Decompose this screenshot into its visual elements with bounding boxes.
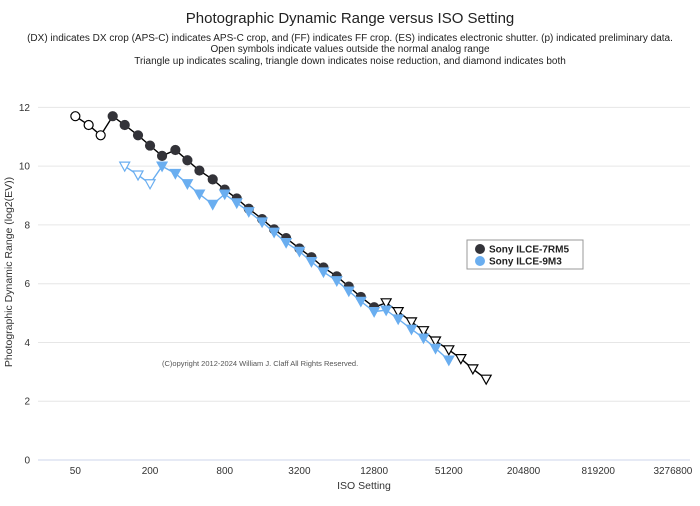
data-point[interactable] <box>342 286 355 298</box>
data-point[interactable] <box>256 217 269 229</box>
data-point[interactable] <box>480 374 493 386</box>
y-tick-label: 8 <box>24 220 30 231</box>
data-point[interactable] <box>156 161 169 173</box>
data-point[interactable] <box>368 307 381 318</box>
y-axis-title: Photographic Dynamic Range (log2(EV)) <box>3 177 15 367</box>
y-tick-label: 0 <box>24 456 30 467</box>
data-point[interactable] <box>207 174 218 185</box>
data-point[interactable] <box>317 267 330 279</box>
series-ilce-7rm5 <box>70 111 493 386</box>
data-point[interactable] <box>380 298 393 310</box>
y-tick-label: 4 <box>24 338 30 349</box>
data-point[interactable] <box>206 199 219 211</box>
data-point[interactable] <box>169 168 182 180</box>
data-point[interactable] <box>392 314 405 326</box>
legend-marker-ilce-7rm5 <box>475 244 485 254</box>
data-point[interactable] <box>170 144 181 156</box>
chart-subtitle-3: Triangle up indicates scaling, triangle … <box>134 56 566 67</box>
chart-subtitle-2: Open symbols indicate values outside the… <box>210 44 489 55</box>
x-tick-label: 200 <box>142 466 159 477</box>
data-point[interactable] <box>305 257 318 268</box>
data-point[interactable] <box>144 179 157 191</box>
data-point[interactable] <box>417 326 430 337</box>
copyright-text: (C)opyright 2012-2024 William J. Claff A… <box>162 359 358 368</box>
data-point[interactable] <box>429 343 442 355</box>
legend-label-ilce-7rm5: Sony ILCE-7RM5 <box>489 245 569 256</box>
x-tick-label: 800 <box>216 466 233 477</box>
data-point[interactable] <box>405 317 418 329</box>
data-point[interactable] <box>454 354 467 365</box>
data-point[interactable] <box>230 198 243 210</box>
data-point[interactable] <box>181 179 194 191</box>
data-point[interactable] <box>144 140 156 151</box>
data-point[interactable] <box>242 207 255 218</box>
series-line <box>124 165 450 361</box>
data-point[interactable] <box>405 324 418 336</box>
data-point[interactable] <box>293 246 306 258</box>
data-point[interactable] <box>95 130 106 141</box>
x-tick-label: 204800 <box>507 466 541 477</box>
x-tick-label: 51200 <box>435 466 463 477</box>
series-line <box>74 115 487 380</box>
x-tick-label: 819200 <box>582 466 616 477</box>
data-point[interactable] <box>70 111 81 122</box>
data-point[interactable] <box>194 165 205 176</box>
data-point[interactable] <box>354 296 367 308</box>
data-point[interactable] <box>380 305 393 317</box>
data-point[interactable] <box>118 161 131 173</box>
y-tick-label: 12 <box>19 103 31 114</box>
chart-title: Photographic Dynamic Range versus ISO Se… <box>186 10 515 27</box>
data-point[interactable] <box>280 237 293 249</box>
data-point[interactable] <box>193 189 206 201</box>
legend-item-ilce-7rm5[interactable]: Sony ILCE-7RM5 <box>475 244 569 256</box>
data-point[interactable] <box>330 276 343 287</box>
y-tick-label: 10 <box>19 162 31 173</box>
legend-label-ilce-9m3: Sony ILCE-9M3 <box>489 257 562 268</box>
x-tick-label: 50 <box>70 466 82 477</box>
series-ilce-9m3 <box>118 161 455 367</box>
legend-item-ilce-9m3[interactable]: Sony ILCE-9M3 <box>475 256 562 268</box>
legend-marker-ilce-9m3 <box>475 256 485 266</box>
copyright-annotation: (C)opyright 2012-2024 William J. Claff A… <box>155 357 368 370</box>
data-point[interactable] <box>131 170 145 182</box>
legend: Sony ILCE-7RM5 Sony ILCE-9M3 <box>466 239 584 270</box>
data-point[interactable] <box>182 155 193 166</box>
x-axis-title: ISO Setting <box>337 480 391 492</box>
x-axis-ticks: 50 200 800 3200 12800 51200 204800 819200 327680… <box>70 466 693 477</box>
data-point[interactable] <box>132 130 144 141</box>
data-point[interactable] <box>442 355 455 367</box>
data-point[interactable] <box>268 227 281 239</box>
x-tick-label: 3276800 <box>653 466 692 477</box>
data-point[interactable] <box>429 336 442 348</box>
y-tick-label: 6 <box>24 279 30 290</box>
data-point[interactable] <box>83 119 94 131</box>
data-point[interactable] <box>218 189 231 201</box>
data-point[interactable] <box>466 364 479 376</box>
x-tick-label: 12800 <box>360 466 388 477</box>
y-tick-label: 2 <box>24 397 30 408</box>
chart-subtitle-1: (DX) indicates DX crop (APS-C) indicates… <box>27 33 673 44</box>
data-point[interactable] <box>417 333 430 345</box>
series-layer <box>70 111 493 386</box>
grid-lines <box>38 106 690 402</box>
data-point[interactable] <box>156 150 168 161</box>
data-point[interactable] <box>442 345 455 357</box>
y-axis-ticks: 0 2 4 6 8 10 12 <box>19 103 31 467</box>
data-point[interactable] <box>107 111 118 122</box>
x-tick-label: 3200 <box>288 466 311 477</box>
data-point[interactable] <box>119 119 130 131</box>
data-point[interactable] <box>392 307 405 318</box>
